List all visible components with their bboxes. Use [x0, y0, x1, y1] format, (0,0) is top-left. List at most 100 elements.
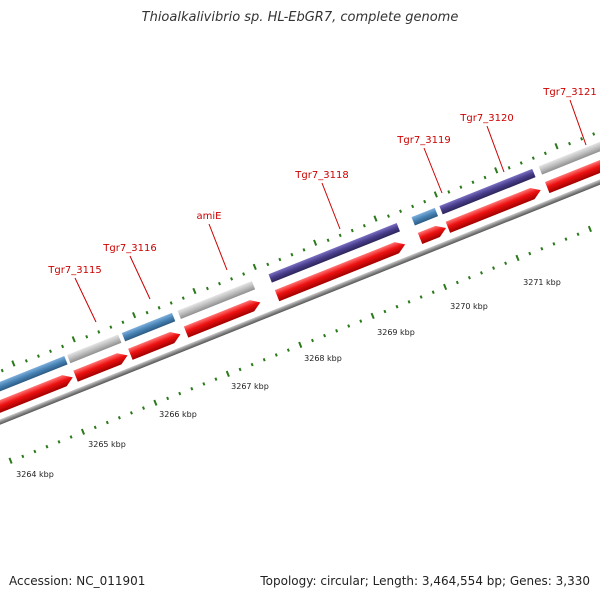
scale-tick	[395, 304, 399, 309]
tick-mark	[471, 180, 475, 185]
scale-tick	[286, 348, 290, 352]
tick-mark	[554, 143, 559, 150]
leader-line	[423, 147, 443, 194]
scale-tick	[359, 319, 363, 323]
tick-mark	[132, 311, 137, 319]
scale-tick	[407, 300, 411, 304]
gene-label[interactable]: amiE	[197, 211, 222, 222]
tick-mark	[494, 167, 499, 174]
scale-tick	[57, 440, 61, 444]
cds-arrow[interactable]	[128, 329, 183, 360]
tick-mark	[568, 141, 572, 146]
gene-ticks	[0, 132, 596, 373]
scale-tick	[467, 275, 471, 280]
cds-arrow[interactable]	[274, 239, 408, 302]
accession-text: Accession: NC_011901	[9, 574, 146, 588]
gene-label[interactable]: Tgr7_3121	[542, 87, 596, 98]
scale-tick	[552, 242, 556, 246]
tick-mark	[85, 335, 89, 339]
tick-mark	[230, 277, 234, 281]
tick-mark	[338, 233, 342, 238]
scale-tick	[69, 435, 73, 439]
scale-tick	[21, 454, 25, 459]
scale-tick	[262, 358, 266, 362]
scale-tick	[45, 444, 49, 449]
tick-mark	[592, 132, 596, 136]
scale-tick	[129, 411, 133, 415]
scale-tick	[250, 362, 254, 367]
scale-tick	[419, 295, 423, 299]
scale-tick	[33, 449, 37, 454]
tick-mark	[278, 257, 282, 262]
cds-arrow[interactable]	[0, 372, 75, 426]
tick-mark	[11, 360, 16, 367]
scale-tick	[274, 353, 278, 357]
gene-label[interactable]: Tgr7_3119	[396, 135, 450, 146]
scale-tick	[564, 237, 568, 241]
tick-mark	[543, 151, 547, 156]
scale-tick	[504, 261, 508, 265]
gene-bar[interactable]	[67, 334, 122, 364]
scale-tick	[298, 341, 303, 348]
tick-mark	[242, 272, 246, 276]
cds-features	[0, 155, 600, 426]
scale-tick	[576, 232, 580, 237]
gene-bar[interactable]	[538, 139, 600, 175]
tick-mark	[24, 359, 28, 363]
cds-arrow[interactable]	[183, 297, 263, 338]
scale-tick	[105, 420, 109, 425]
scale-tick	[431, 290, 435, 294]
leader-line	[129, 255, 151, 300]
kbp-scale	[8, 225, 592, 464]
backbone-line	[0, 164, 600, 437]
scale-tick	[225, 370, 230, 377]
cds-arrow[interactable]	[73, 350, 129, 382]
scale-tick	[347, 324, 351, 328]
gene-bar[interactable]	[268, 223, 400, 283]
leader-line	[569, 99, 587, 146]
gene-label[interactable]: Tgr7_3120	[459, 113, 513, 124]
gene-label[interactable]: Tgr7_3116	[102, 243, 156, 254]
tick-mark	[36, 354, 40, 358]
tick-mark	[350, 228, 354, 233]
gene-features	[0, 139, 600, 408]
scale-tick	[311, 338, 314, 343]
tick-mark	[71, 336, 76, 343]
tick-mark	[49, 349, 52, 354]
scale-tick	[492, 266, 496, 270]
scale-tick	[93, 425, 97, 430]
gene-bar[interactable]	[177, 280, 256, 320]
gene-label[interactable]: Tgr7_3115	[47, 265, 101, 276]
gene-bar[interactable]	[121, 312, 176, 342]
tick-mark	[483, 175, 487, 180]
gene-bar[interactable]	[439, 168, 536, 215]
tick-mark	[192, 287, 197, 295]
scale-tick	[80, 428, 86, 435]
scale-tick	[323, 333, 327, 338]
tick-mark	[109, 325, 113, 329]
tick-mark	[423, 199, 427, 204]
scale-tick	[190, 386, 194, 391]
tick-mark	[531, 156, 535, 160]
map-title: Thioalkalivibrio sp. HL-EbGR7, complete …	[141, 10, 459, 25]
scale-tick	[528, 251, 532, 256]
tick-mark	[362, 223, 366, 228]
gene-bar[interactable]	[411, 207, 439, 226]
kbp-labels: 3264 kbp 3265 kbp 3266 kbp 3267 kbp 3268 kbp…	[16, 278, 561, 479]
scale-tick	[515, 254, 520, 262]
tick-mark	[507, 166, 511, 170]
tick-mark	[519, 161, 523, 165]
gene-bar[interactable]	[0, 355, 68, 408]
tick-mark	[157, 306, 161, 310]
tick-mark	[302, 248, 306, 252]
gene-label[interactable]: Tgr7_3118	[294, 170, 348, 181]
scale-tick	[142, 406, 146, 410]
scale-tick	[383, 309, 387, 314]
cds-arrow[interactable]	[445, 185, 543, 233]
scale-tick	[455, 280, 459, 285]
tick-mark	[266, 262, 270, 267]
kbp-label: 3270 kbp	[450, 302, 488, 311]
cds-arrow[interactable]	[417, 222, 448, 245]
cds-arrow[interactable]	[545, 155, 600, 194]
